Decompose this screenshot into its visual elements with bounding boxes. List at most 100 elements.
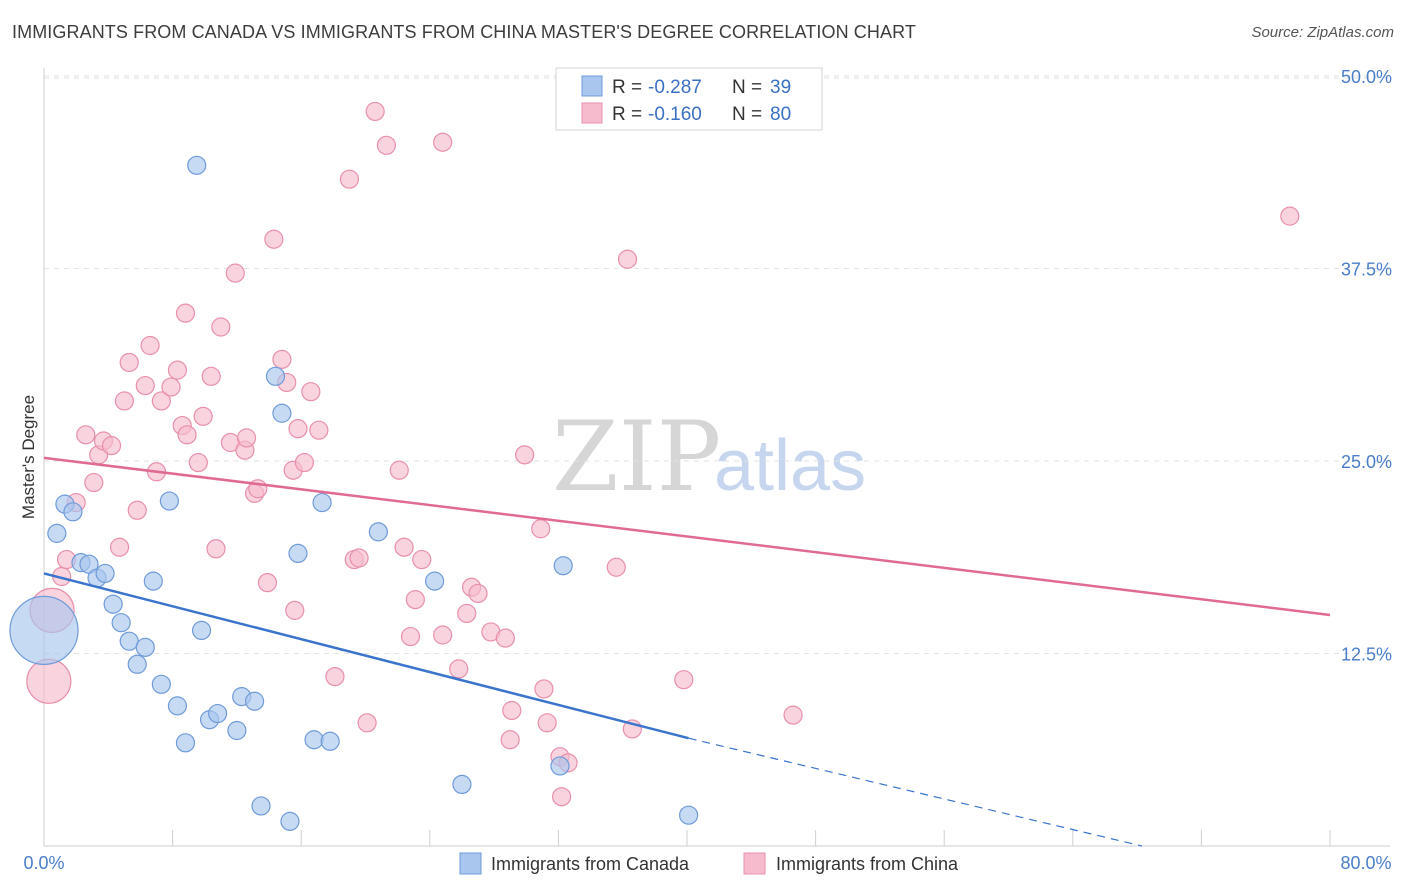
china-point [211, 317, 231, 337]
china-point [617, 249, 638, 269]
china-point [257, 573, 278, 593]
gridlines [44, 75, 1390, 654]
china-point [76, 425, 96, 445]
china-point [449, 659, 469, 679]
canada-point [227, 720, 247, 741]
canada-point [175, 733, 196, 753]
china-point [101, 436, 122, 456]
canada-point [151, 674, 171, 694]
china-point [206, 539, 226, 559]
china-point [127, 500, 147, 520]
canada-point [191, 620, 212, 641]
china-point [140, 335, 160, 356]
china-point [537, 713, 557, 733]
china-point [26, 658, 72, 704]
china-point [783, 705, 803, 725]
canada-point [9, 595, 79, 666]
china-point [264, 229, 284, 249]
canada-point [208, 703, 228, 724]
china-point [225, 263, 245, 283]
y-tick-label: 37.5% [1341, 260, 1392, 280]
china-point [534, 679, 554, 699]
canada-trend-line [43, 572, 689, 740]
source-label: Source: ZipAtlas.com [1251, 24, 1394, 41]
china-point [531, 519, 551, 539]
china-point [309, 420, 329, 440]
china-point [84, 472, 104, 493]
china-point [109, 537, 130, 557]
canada-point [103, 594, 123, 614]
canada-point [280, 811, 300, 831]
watermark-atlas: atlas [714, 426, 866, 506]
china-point [515, 445, 535, 465]
legend-r-label-canada: R = [612, 77, 642, 98]
china-point [288, 419, 308, 439]
y-tick-label: 25.0% [1341, 452, 1392, 472]
axes [43, 68, 1390, 847]
canada-point [312, 492, 332, 513]
china-point [325, 666, 345, 687]
canada-point [95, 563, 115, 584]
bottom-legend: Immigrants from Canada Immigrants from C… [459, 852, 959, 875]
china-point [114, 391, 134, 411]
china-point [301, 382, 321, 402]
canada-point [127, 654, 147, 674]
china-point [400, 626, 421, 647]
canada-point [304, 730, 324, 750]
legend-n-label-canada: N = [732, 77, 762, 98]
bottom-legend-label-canada: Immigrants from Canada [491, 854, 690, 874]
china-point [175, 303, 196, 323]
canada-point [368, 522, 388, 542]
china-point [394, 537, 414, 557]
legend-n-value-canada: 39 [770, 77, 791, 98]
y-axis-title: Master's Degree [19, 395, 38, 519]
china-point [285, 600, 305, 620]
china-point [365, 101, 385, 122]
china-point [389, 460, 409, 480]
legend-box: R = -0.287 N = 39 R = -0.160 N = 80 [555, 67, 823, 131]
china-point [193, 406, 213, 426]
canada-point [135, 637, 155, 657]
canada-point [63, 502, 83, 522]
canada-point [187, 155, 207, 175]
canada-point [550, 756, 570, 776]
bottom-legend-swatch-china [743, 852, 766, 875]
legend-n-label-china: N = [732, 104, 762, 125]
canada-point [143, 571, 163, 591]
china-trend-line [43, 456, 1331, 617]
canada-point [251, 796, 271, 816]
china-point [177, 425, 197, 445]
canada-point [288, 543, 308, 564]
china-point [500, 730, 520, 750]
china-point [433, 132, 453, 152]
x-tick-label-max: 80.0% [1340, 853, 1391, 873]
canada-point [425, 571, 445, 591]
china-point [188, 452, 208, 473]
y-tick-label: 50.0% [1341, 67, 1392, 87]
legend-swatch-china [581, 102, 603, 124]
y-tick-label: 12.5% [1341, 645, 1392, 665]
canada-point [320, 731, 340, 751]
china-point [468, 583, 488, 604]
china-point [339, 169, 360, 189]
canada-point [159, 491, 179, 511]
legend-r-value-china: -0.160 [648, 104, 702, 125]
china-point [495, 628, 515, 648]
canada-point [272, 403, 292, 423]
canada-point [553, 556, 573, 576]
china-point [606, 557, 626, 577]
china-point [1280, 206, 1300, 226]
canada-point [47, 523, 67, 543]
china-point [161, 377, 181, 397]
bottom-legend-label-china: Immigrants from China [776, 854, 959, 874]
china-point [457, 603, 477, 624]
legend-r-value-canada: -0.287 [648, 77, 702, 98]
canada-point [167, 696, 188, 716]
china-point [201, 366, 221, 386]
watermark-zip: ZIP [552, 401, 721, 513]
china-point [405, 589, 425, 610]
legend-r-label-china: R = [612, 104, 642, 125]
x-tick-label-min: 0.0% [23, 853, 64, 873]
x-ticks [43, 830, 1331, 846]
canada-point [111, 613, 131, 633]
